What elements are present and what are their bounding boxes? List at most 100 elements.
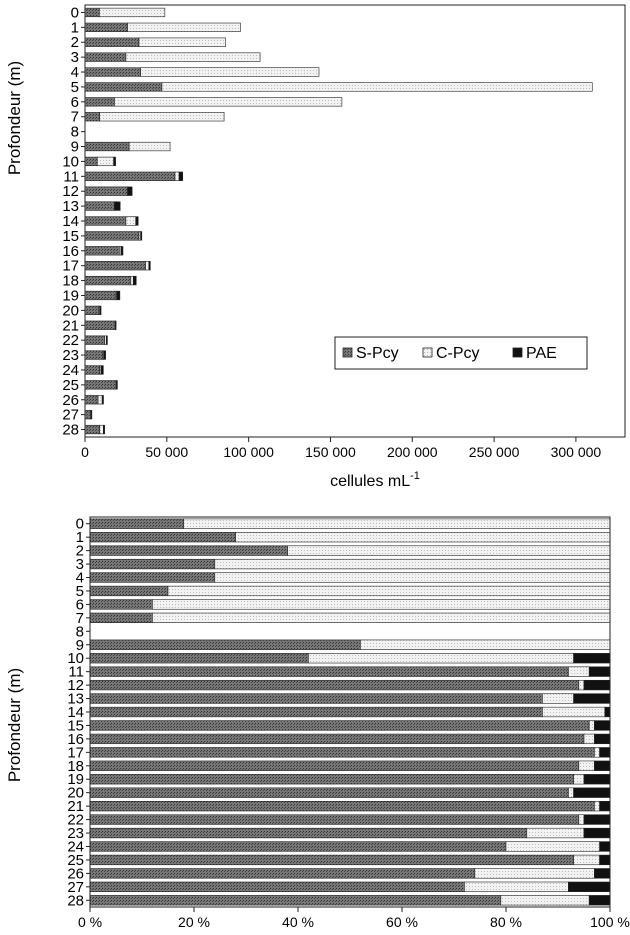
legend-swatch-c-pcy: [422, 347, 433, 358]
bar-segment-c-pcy: [214, 572, 611, 583]
bar-segment-c-pcy: [573, 854, 600, 866]
bar-segment-c-pcy: [588, 720, 595, 731]
x-tick-label: 300 000: [551, 444, 602, 460]
bar-segment-c-pcy: [130, 275, 134, 286]
bar-segment-pae: [588, 895, 611, 906]
bar-segment-pae: [116, 290, 121, 301]
bar-segment-c-pcy: [464, 881, 569, 892]
bar-segment-s-pcy: [84, 186, 128, 196]
x-tick-label: 250 000: [469, 444, 520, 460]
bar-segment-c-pcy: [214, 558, 611, 570]
y-tick-label: 14: [62, 213, 79, 230]
legend-label-pae: PAE: [526, 345, 557, 362]
bar-segment-c-pcy: [161, 82, 593, 92]
x-axis-label-sup: -1: [410, 470, 420, 482]
bar-segment-s-pcy: [89, 558, 216, 570]
bar-segment-c-pcy: [114, 97, 343, 107]
y-tick-label: 17: [67, 744, 84, 761]
bar-segment-c-pcy: [578, 679, 585, 691]
bar-segment-s-pcy: [84, 290, 117, 301]
bar-segment-c-pcy: [500, 895, 590, 906]
y-tick-label: 0: [71, 4, 79, 21]
bar-segment-c-pcy: [505, 841, 600, 852]
x-tick-label: 100 000: [223, 444, 274, 460]
y-tick-labels-bottom: 0123456789101112131415161718192021222324…: [67, 516, 90, 909]
y-tick-label: 1: [76, 529, 84, 546]
x-tick-label: 0 %: [78, 914, 102, 930]
bar-segment-s-pcy: [84, 52, 127, 62]
bar-segment-s-pcy: [84, 424, 101, 435]
x-tick-label: 150 000: [305, 444, 356, 460]
y-tick-label: 3: [76, 556, 84, 573]
bar-segment-pae: [583, 774, 611, 785]
bar-segment-pae: [100, 365, 104, 375]
x-axis-label-top: cellules mL-1: [330, 470, 420, 490]
bar-segment-pae: [178, 171, 183, 181]
bar-segment-s-pcy: [89, 747, 595, 758]
y-tick-label: 5: [76, 583, 84, 600]
y-tick-label: 13: [67, 691, 84, 708]
bar-segment-c-pcy: [125, 52, 261, 62]
bar-segment-pae: [127, 186, 133, 196]
y-tick-label: 27: [67, 879, 84, 896]
y-tick-label: 10: [67, 650, 84, 667]
bar-segment-s-pcy: [84, 7, 100, 18]
bar-segment-s-pcy: [84, 335, 105, 345]
bar-segment-s-pcy: [84, 216, 127, 226]
y-tick-label: 3: [71, 49, 79, 66]
bar-segment-s-pcy: [84, 82, 163, 92]
bar-segment-s-pcy: [89, 532, 236, 543]
bar-segment-s-pcy: [84, 350, 104, 360]
bars-group-bottom: [89, 518, 611, 906]
bar-segment-s-pcy: [84, 156, 98, 167]
y-axis-label-bottom: Profondeur (m): [5, 668, 24, 782]
bar-segment-s-pcy: [84, 410, 92, 420]
bar-segment-c-pcy: [174, 171, 180, 181]
bar-segment-pae: [113, 156, 116, 167]
bar-segment-pae: [599, 841, 611, 852]
bar-segment-pae: [135, 216, 139, 226]
bar-segment-pae: [114, 201, 121, 211]
bar-segment-pae: [594, 733, 611, 745]
bar-segment-c-pcy: [167, 585, 611, 597]
bar-segment-pae: [599, 800, 611, 812]
bar-segment-s-pcy: [84, 141, 130, 152]
bar-segment-s-pcy: [89, 787, 569, 798]
bar-segment-s-pcy: [84, 261, 146, 271]
x-tick-label: 0: [81, 444, 89, 460]
y-tick-label: 27: [62, 407, 79, 424]
y-tick-label: 22: [62, 332, 79, 349]
bar-segment-s-pcy: [89, 733, 585, 745]
y-tick-label: 26: [67, 865, 84, 882]
bar-segment-pae: [599, 747, 611, 758]
y-axis-label-top: Profondeur (m): [5, 61, 24, 175]
y-tick-label: 7: [76, 610, 84, 627]
y-tick-label: 19: [67, 771, 84, 788]
bar-segment-c-pcy: [287, 545, 611, 556]
bar-segment-s-pcy: [89, 827, 528, 839]
y-tick-label: 28: [67, 892, 84, 909]
y-tick-label: 12: [62, 183, 79, 200]
bar-segment-s-pcy: [89, 814, 580, 825]
y-tick-label: 7: [71, 109, 79, 126]
legend-box: [334, 336, 588, 370]
y-tick-label: 4: [76, 570, 84, 587]
bar-segment-s-pcy: [84, 112, 101, 122]
bar-segment-c-pcy: [583, 733, 595, 745]
bar-segment-s-pcy: [89, 854, 574, 866]
y-tick-label: 9: [76, 637, 84, 654]
bar-segment-s-pcy: [84, 97, 115, 107]
y-tick-label: 12: [67, 677, 84, 694]
bar-segment-s-pcy: [89, 666, 569, 677]
bar-segment-c-pcy: [99, 7, 166, 18]
bar-segment-c-pcy: [594, 747, 600, 758]
bar-segment-c-pcy: [97, 395, 103, 405]
bar-segment-pae: [594, 760, 611, 771]
y-tick-label: 16: [62, 243, 79, 260]
legend-swatch-s-pcy: [342, 347, 353, 358]
bar-segment-s-pcy: [89, 653, 309, 664]
bar-segment-c-pcy: [578, 814, 585, 825]
y-tick-label: 18: [67, 758, 84, 775]
y-tick-label: 11: [63, 168, 79, 185]
bar-segment-c-pcy: [474, 868, 595, 879]
